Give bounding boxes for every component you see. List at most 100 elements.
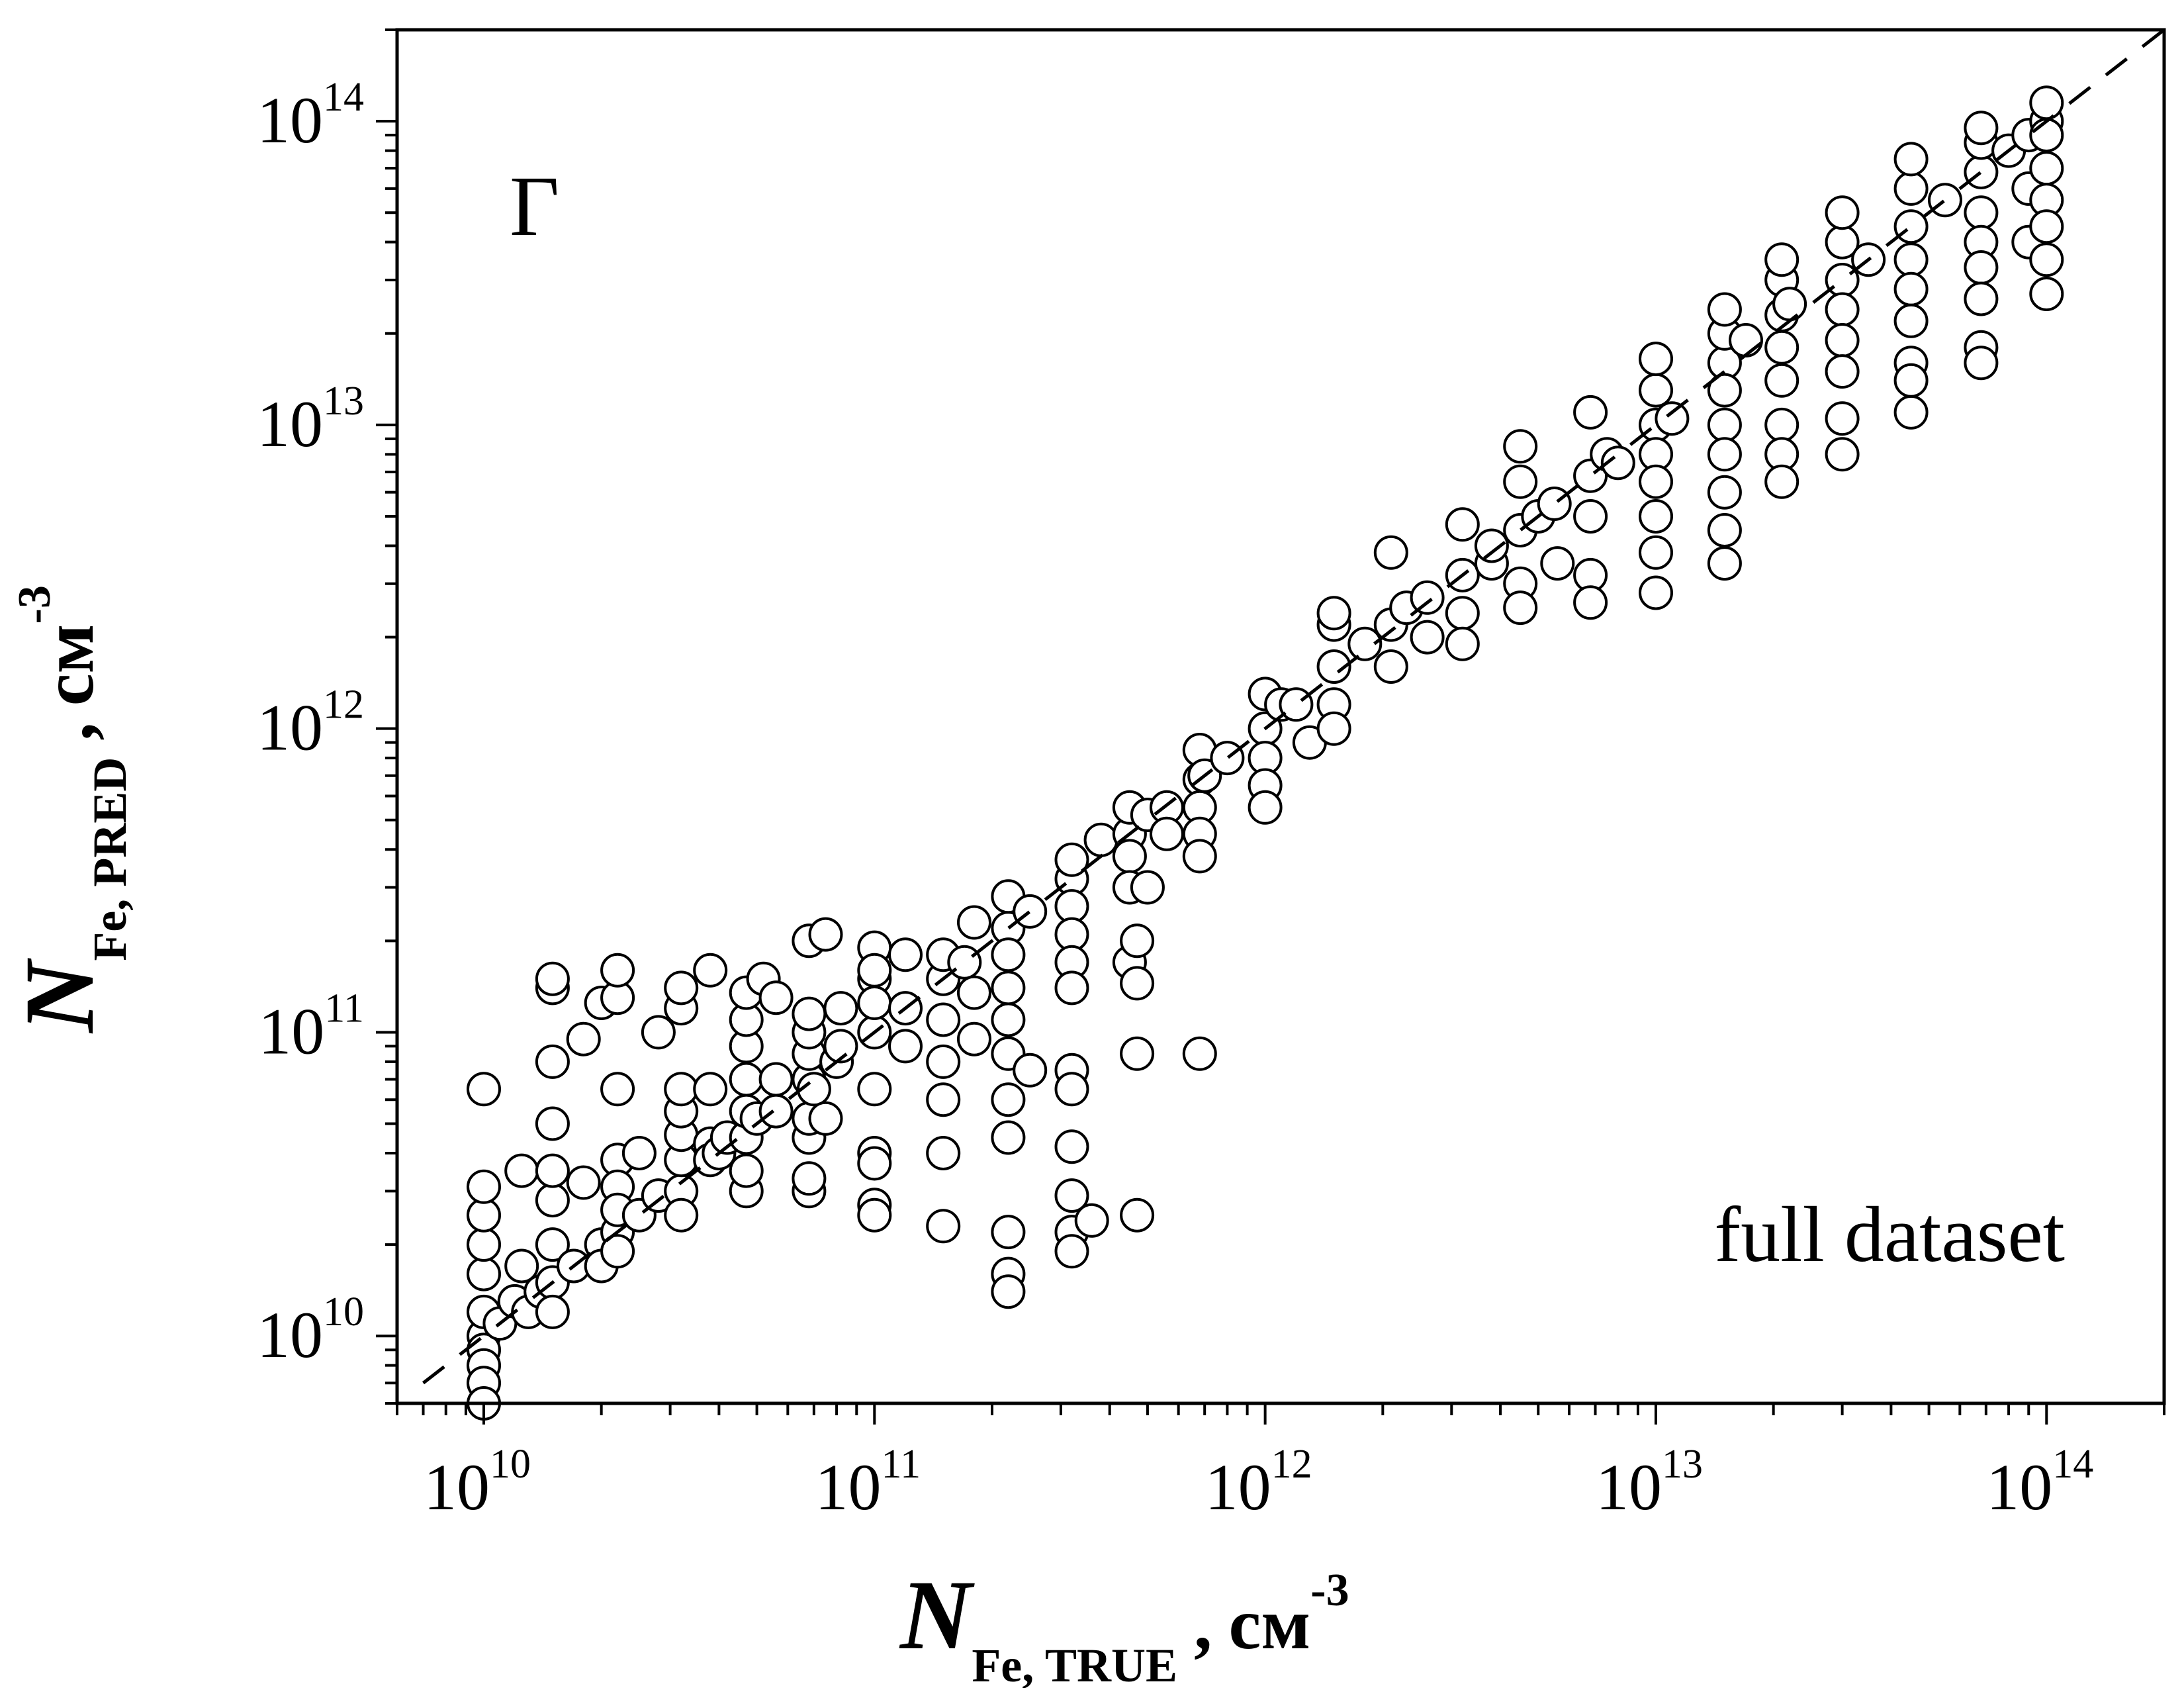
data-point [467,1227,501,1262]
data-point [535,1294,570,1329]
data-point [1772,287,1807,322]
data-point [758,1062,794,1097]
data-point [1573,395,1608,430]
data-point [600,1234,635,1269]
y-axis-separator: , [28,722,109,741]
data-point [1639,535,1673,570]
data-point [641,1015,676,1050]
data-point [823,1029,858,1064]
x-tick-label: 1011 [815,1442,921,1524]
data-point [1707,373,1742,408]
data-point [1316,596,1351,631]
y-axis-unit-exponent: -3 [9,585,60,624]
data-point [1707,437,1742,472]
data-point [1825,195,1860,230]
data-point [1764,363,1799,398]
data-point [1120,1197,1155,1233]
data-point [1083,822,1118,857]
data-point [926,1002,961,1037]
y-tick-label: 1014 [257,75,364,157]
data-point [1764,407,1799,442]
data-point [1707,407,1742,442]
data-point [1928,183,1962,218]
y-axis-symbol: N [5,958,114,1034]
data-point [1964,250,1999,285]
data-point [1445,626,1480,661]
data-point [1893,171,1929,206]
data-point [1893,303,1929,338]
data-point [1600,445,1635,481]
data-point [729,1062,764,1097]
data-point [991,1274,1026,1309]
data-point [957,1021,991,1056]
reference-line [422,28,2165,1385]
data-point [535,1183,570,1218]
data-point [1825,437,1860,472]
data-point [1964,154,1999,189]
data-point [535,1227,570,1262]
data-point [1373,535,1408,570]
data-point [1316,649,1351,684]
data-point [947,945,982,980]
data-point [1964,346,1999,381]
data-point [2029,85,2064,120]
data-point [1964,195,1999,230]
data-point [1120,1036,1155,1071]
data-point [1182,1036,1217,1071]
data-point [1445,507,1480,542]
x-tick-label: 1010 [424,1442,531,1524]
data-point [1893,209,1929,244]
data-point [504,1153,539,1188]
data-point [926,1044,961,1079]
data-point [1474,528,1509,563]
data-point [600,953,635,988]
data-point [1573,585,1608,620]
data-point [792,1161,827,1196]
x-tick-label: 1014 [1986,1442,2093,1524]
data-point [1013,894,1048,929]
data-point [1540,546,1575,581]
data-point [467,1169,501,1204]
data-point [1054,1178,1089,1213]
data-point [1503,464,1538,499]
x-axis-separator: , [1194,1583,1212,1664]
data-point [664,970,699,1006]
data-point [1764,330,1799,365]
data-point [1316,711,1351,746]
data-point [1893,242,1929,277]
annotation-text: full dataset [1714,1190,2065,1278]
y-tick-label: 1013 [257,379,364,461]
data-point [1130,870,1165,905]
data-point [1537,487,1572,521]
x-tick-label: 1013 [1596,1442,1703,1524]
data-point [693,1072,728,1107]
data-point [664,1072,699,1107]
data-point [1347,626,1383,661]
data-point [957,905,991,940]
data-point [1707,475,1742,510]
data-point [1825,401,1860,436]
data-point [600,1072,635,1107]
data-point [1893,271,1929,306]
data-point [857,1146,892,1181]
data-point [1964,281,1999,316]
data-point [1120,923,1155,959]
y-axis-ticks: 1010 1011 1012 1013 1014 [257,28,397,1405]
data-point [991,937,1026,972]
data-point [1150,816,1184,851]
points-layer [467,85,2064,1421]
data-point [566,1021,601,1056]
data-point [1503,590,1538,626]
y-tick-label: 1010 [257,1289,364,1372]
data-point [796,1072,831,1107]
data-point [1410,580,1445,615]
data-point [621,1136,657,1170]
data-point [991,1082,1026,1117]
data-point [792,996,827,1031]
x-axis-unit-exponent: -3 [1310,1565,1349,1616]
data-point [1013,1053,1048,1088]
data-point [467,1256,501,1291]
data-point [1707,513,1742,547]
y-axis-subscript: Fe, PRED [83,757,136,961]
y-axis-unit: см [28,624,109,706]
